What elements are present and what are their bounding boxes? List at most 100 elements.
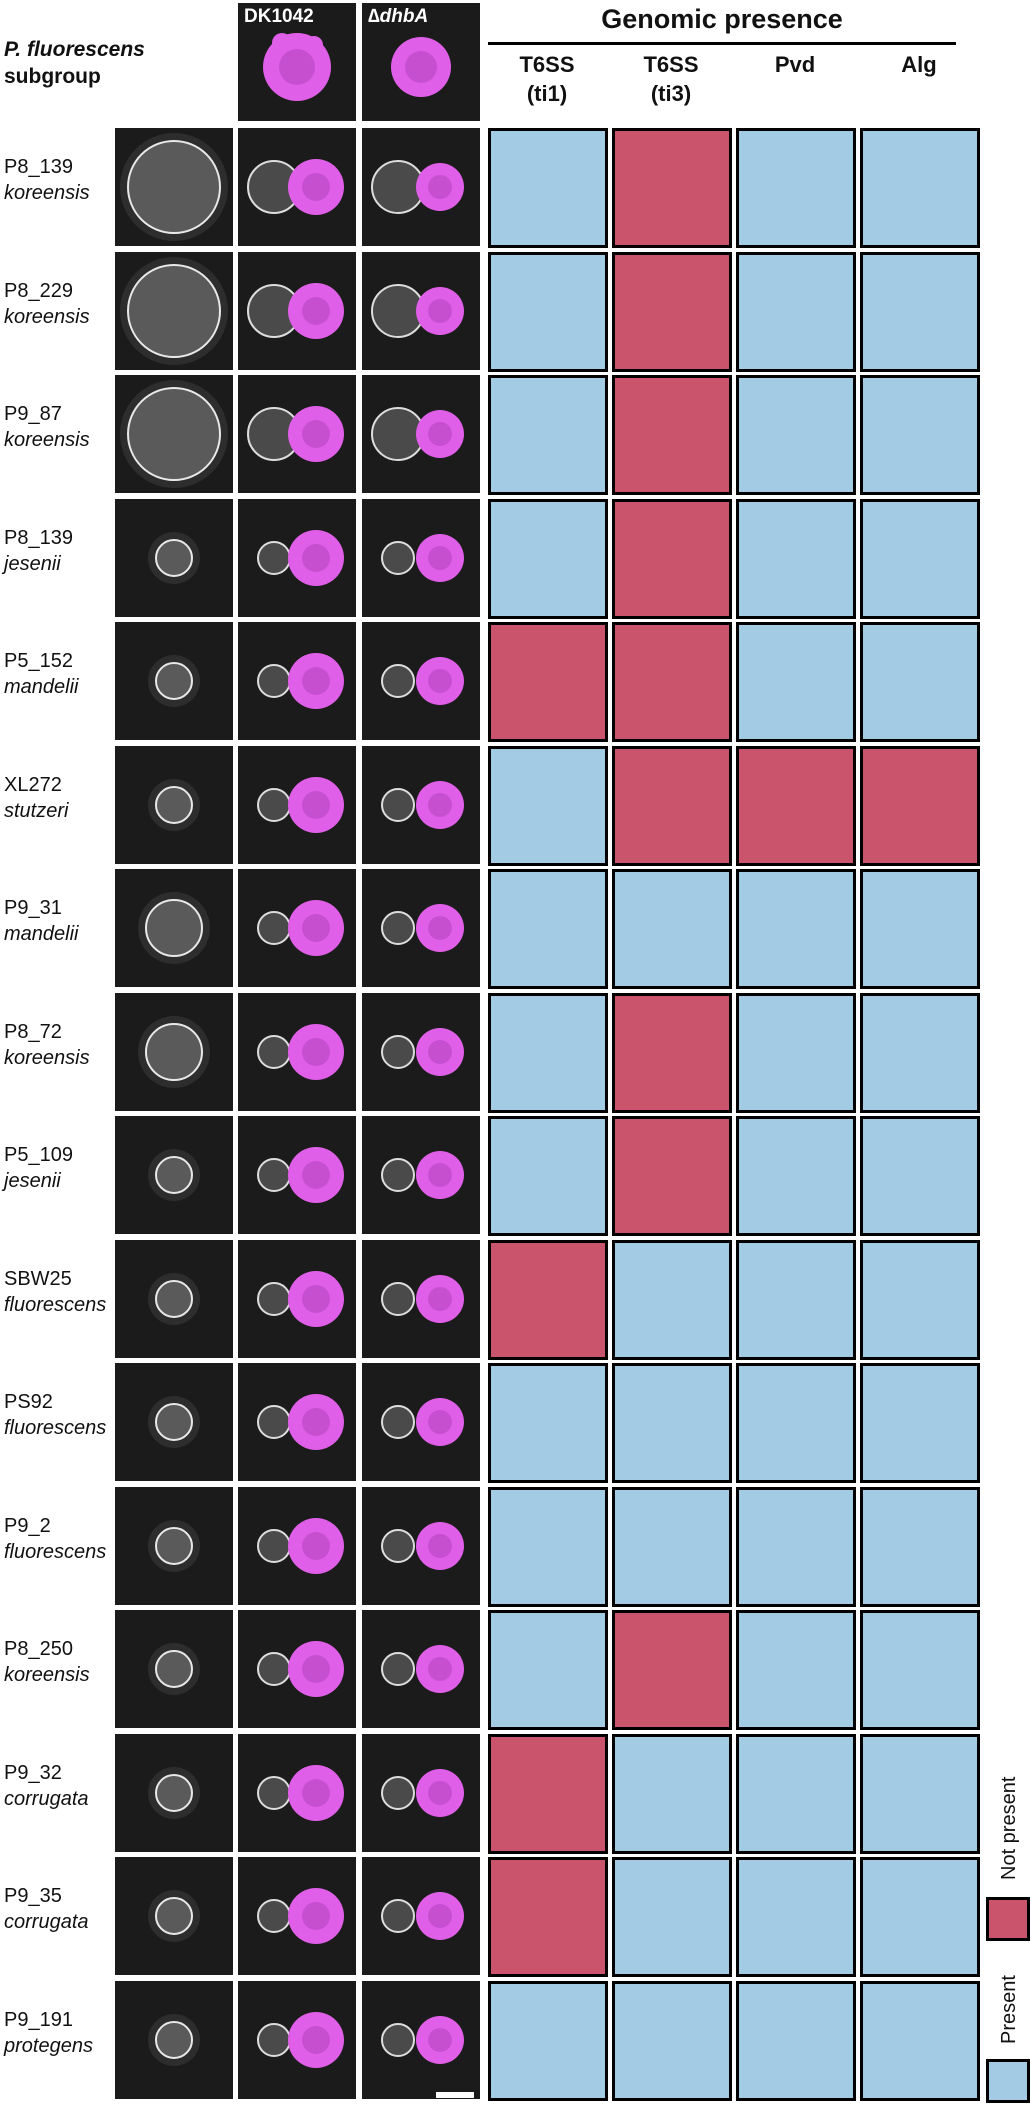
dhba-image [362, 1363, 480, 1481]
mono-picture [148, 1767, 200, 1819]
dhba-image [362, 1487, 480, 1605]
strain-species: mandelii [4, 923, 79, 945]
legend-present-swatch [986, 2059, 1030, 2103]
strain-species: fluorescens [4, 1294, 107, 1316]
column-header-dhba: ∆dhbA [368, 6, 429, 27]
dk-picture [257, 1641, 344, 1697]
dhba-picture [381, 904, 464, 952]
dk-image [238, 1363, 356, 1481]
presence-cell [612, 622, 732, 742]
mono-image [115, 993, 233, 1111]
presence-cell [736, 375, 856, 495]
dk-picture [247, 406, 344, 462]
mono-picture [120, 133, 228, 241]
dk-picture [257, 1147, 344, 1203]
strain-label: P8_250 koreensis [4, 1636, 90, 1688]
strain-species: koreensis [4, 182, 90, 204]
presence-cell [736, 993, 856, 1113]
presence-cell [488, 1240, 608, 1360]
presence-cell [736, 1981, 856, 2101]
presence-cell [736, 1240, 856, 1360]
mono-image [115, 375, 233, 493]
strain-id: P9_32 [4, 1762, 62, 1784]
dhba-picture [381, 1522, 464, 1570]
strain-id: P8_139 [4, 156, 73, 178]
presence-cell [488, 1487, 608, 1607]
presence-cell [612, 375, 732, 495]
strain-id: P9_87 [4, 403, 62, 425]
dhba-image [362, 746, 480, 864]
presence-cell [860, 1116, 980, 1236]
strain-id: P9_191 [4, 2009, 73, 2031]
gene-header: Pvd [736, 50, 854, 79]
presence-cell [488, 993, 608, 1113]
mono-picture [138, 892, 210, 964]
dhba-picture [381, 2016, 464, 2064]
strain-species: stutzeri [4, 800, 69, 822]
presence-cell [860, 1487, 980, 1607]
strain-species: koreensis [4, 1047, 90, 1069]
mono-image [115, 1610, 233, 1728]
mono-picture [148, 2014, 200, 2066]
presence-cell [736, 869, 856, 989]
dhba-picture [381, 1892, 464, 1940]
mono-picture [148, 1643, 200, 1695]
dk-image [238, 993, 356, 1111]
presence-cell [612, 1240, 732, 1360]
dk-image [238, 1116, 356, 1234]
presence-cell [612, 1734, 732, 1854]
presence-cell [860, 622, 980, 742]
mono-image [115, 622, 233, 740]
presence-cell [488, 499, 608, 619]
strain-id: SBW25 [4, 1268, 72, 1290]
dhba-picture [381, 1769, 464, 1817]
presence-cell [736, 499, 856, 619]
strain-label: P9_191 protegens [4, 2007, 93, 2059]
gene-header-line1: Pvd [774, 52, 816, 77]
strain-id: P9_35 [4, 1885, 62, 1907]
dk-picture [257, 1271, 344, 1327]
mono-picture [148, 779, 200, 831]
strain-species: protegens [4, 2035, 93, 2057]
dhba-image [362, 1981, 480, 2099]
dhba-image [362, 252, 480, 370]
strain-species: fluorescens [4, 1417, 107, 1439]
dhba-picture [371, 407, 464, 461]
presence-cell [736, 1610, 856, 1730]
gene-header-line1: Alg [901, 52, 937, 77]
strain-species: koreensis [4, 1664, 90, 1686]
subgroup-header: P. fluorescens subgroup [4, 36, 145, 90]
strain-id: P5_152 [4, 650, 73, 672]
presence-cell [612, 1610, 732, 1730]
dhba-colony-picture [391, 37, 451, 97]
presence-cell [488, 128, 608, 248]
presence-cell [860, 1857, 980, 1977]
dhba-image [362, 128, 480, 246]
dhba-image [362, 375, 480, 493]
gene-header: Alg [860, 50, 978, 79]
dhba-picture [381, 781, 464, 829]
mono-image [115, 1981, 233, 2099]
scale-bar [436, 2092, 474, 2098]
strain-label: P9_32 corrugata [4, 1760, 89, 1812]
strain-label: P5_109 jesenii [4, 1142, 73, 1194]
presence-cell [612, 1116, 732, 1236]
dhba-picture [381, 1028, 464, 1076]
dhba-picture [381, 1275, 464, 1323]
presence-cell [736, 746, 856, 866]
mono-picture [148, 1396, 200, 1448]
presence-cell [736, 252, 856, 372]
genomic-presence-rule [488, 42, 956, 45]
mono-image [115, 1240, 233, 1358]
strain-label: P9_35 corrugata [4, 1883, 89, 1935]
strain-id: P8_139 [4, 527, 73, 549]
mono-image [115, 1487, 233, 1605]
presence-cell [860, 869, 980, 989]
strain-id: P8_72 [4, 1021, 62, 1043]
dk-picture [257, 777, 344, 833]
strain-species: mandelii [4, 676, 79, 698]
mono-picture [138, 1016, 210, 1088]
presence-cell [488, 1610, 608, 1730]
legend-present-label: Present [998, 1975, 1020, 2044]
mono-picture [148, 655, 200, 707]
